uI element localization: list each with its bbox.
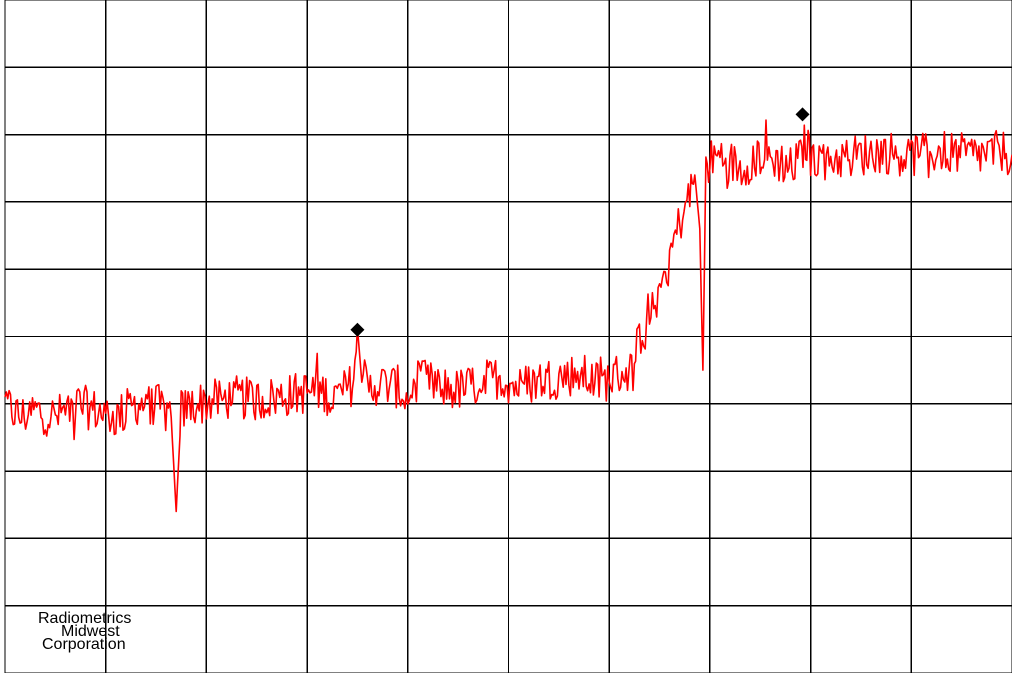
plot-grid bbox=[4, 0, 1012, 673]
trace-line-0 bbox=[4, 119, 1012, 513]
watermark-line-2: Midwest bbox=[61, 623, 120, 640]
company-watermark: Radiometrics Midwest Corporation bbox=[36, 610, 166, 653]
peak-marker-1 bbox=[350, 322, 365, 337]
watermark-line-1: Radiometrics bbox=[38, 610, 132, 627]
trace-layer bbox=[4, 119, 1012, 513]
watermark-line-3: Corporation bbox=[42, 636, 126, 653]
peak-marker-2 bbox=[795, 107, 810, 122]
marker-layer bbox=[350, 107, 810, 337]
